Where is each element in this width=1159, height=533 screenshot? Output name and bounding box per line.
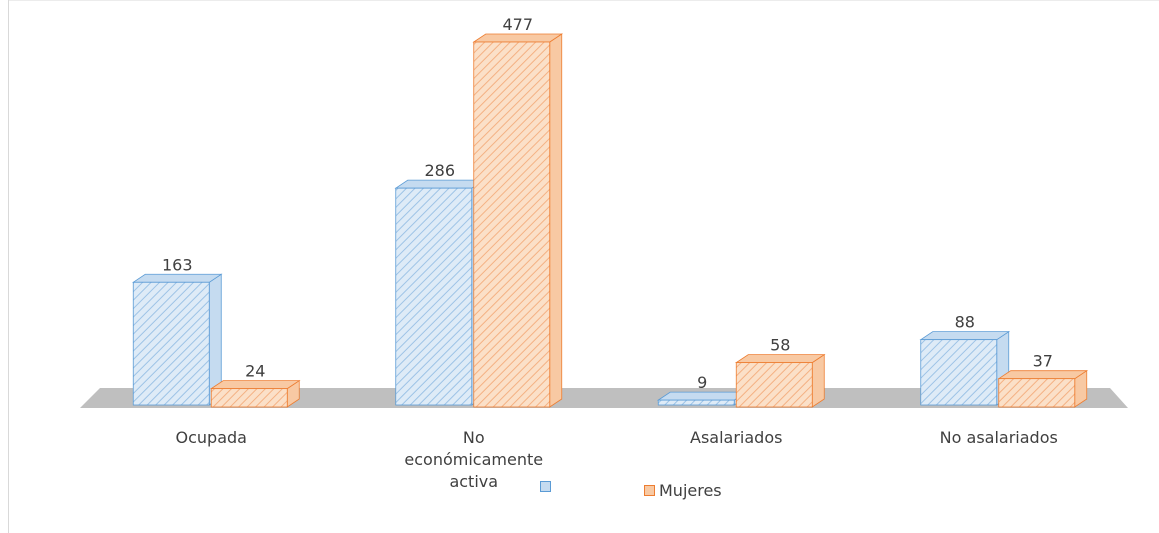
x-tick-label: Asalariados	[690, 428, 783, 447]
bar	[998, 378, 1076, 408]
data-label: 9	[697, 373, 707, 392]
bar	[395, 187, 473, 406]
border	[8, 0, 1159, 533]
data-label: 286	[424, 161, 455, 180]
legend-label: Mujeres	[659, 481, 722, 500]
data-label: 24	[245, 362, 265, 381]
bar-top	[131, 273, 223, 283]
floor	[80, 388, 1128, 408]
bar-top	[997, 370, 1089, 380]
data-label: 88	[955, 313, 975, 332]
data-label: 58	[770, 336, 790, 355]
legend-entry: Mujeres	[644, 481, 722, 500]
bar	[132, 281, 210, 406]
bar-top	[472, 33, 564, 43]
legend-entry	[540, 481, 551, 492]
data-label: 477	[502, 15, 533, 34]
bar-top	[734, 354, 826, 364]
bar	[735, 362, 813, 408]
x-tick-label: Ocupada	[175, 428, 247, 447]
legend-swatch	[540, 481, 551, 492]
bar	[473, 41, 551, 408]
bar-side	[811, 353, 825, 408]
bar-top	[656, 391, 748, 401]
data-label: 37	[1033, 352, 1053, 371]
bar	[657, 399, 735, 406]
x-tick-label: No económicamente activa	[404, 428, 544, 491]
legend-swatch	[644, 485, 655, 496]
bar-top	[394, 179, 486, 189]
bar-top	[919, 331, 1011, 341]
x-tick-label: No asalariados	[939, 428, 1058, 447]
bar	[920, 339, 998, 406]
bar	[210, 388, 288, 408]
bar-side	[549, 33, 563, 408]
data-label: 163	[162, 255, 193, 274]
bar-top	[209, 380, 301, 390]
